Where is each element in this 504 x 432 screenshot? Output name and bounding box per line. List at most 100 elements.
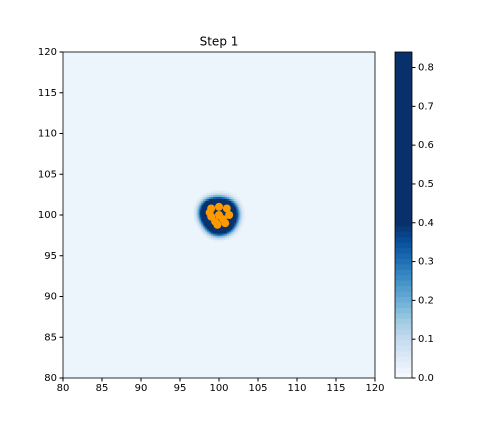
density-cell bbox=[228, 225, 231, 228]
density-cell bbox=[215, 210, 218, 214]
density-cell bbox=[228, 231, 231, 234]
colorbar-band bbox=[395, 339, 412, 346]
density-cell bbox=[203, 215, 206, 218]
scatter-point bbox=[215, 202, 223, 211]
density-cell bbox=[232, 198, 235, 202]
density-cell bbox=[224, 237, 228, 240]
density-cell bbox=[197, 206, 200, 210]
density-cell bbox=[232, 223, 235, 226]
x-tick-label: 105 bbox=[248, 383, 267, 394]
density-cell bbox=[197, 202, 200, 206]
colorbar-band bbox=[395, 100, 412, 107]
colorbar-band bbox=[395, 79, 412, 86]
density-cell bbox=[230, 217, 233, 220]
colorbar-tick-label: 0.2 bbox=[418, 295, 434, 306]
density-cell bbox=[219, 239, 222, 242]
density-cell bbox=[215, 237, 218, 240]
density-cell bbox=[242, 210, 245, 214]
density-cell bbox=[234, 229, 237, 232]
density-cell bbox=[193, 215, 196, 218]
density-cell bbox=[207, 194, 210, 197]
density-cell bbox=[211, 237, 214, 240]
density-cell bbox=[205, 194, 208, 197]
colorbar-band bbox=[395, 274, 412, 281]
density-cell bbox=[220, 202, 224, 206]
density-cell bbox=[215, 202, 218, 206]
density-cell bbox=[238, 219, 241, 222]
density-cell bbox=[203, 196, 206, 199]
density-cell bbox=[195, 212, 198, 216]
colorbar-band bbox=[395, 209, 412, 216]
density-cell bbox=[219, 196, 222, 199]
density-cell bbox=[234, 202, 237, 206]
colorbar-tick-label: 0.1 bbox=[418, 334, 434, 345]
colorbar-band bbox=[395, 111, 412, 118]
density-cell bbox=[240, 212, 243, 216]
density-cell bbox=[205, 200, 208, 204]
density-cell bbox=[213, 200, 216, 204]
density-cell bbox=[211, 227, 214, 230]
density-cell bbox=[209, 227, 212, 230]
density-cell bbox=[213, 231, 216, 234]
density-cell bbox=[220, 225, 224, 228]
density-cell bbox=[226, 192, 230, 195]
y-tick-label: 90 bbox=[44, 292, 57, 303]
density-cell bbox=[220, 229, 224, 232]
density-cell bbox=[217, 233, 220, 236]
colorbar-band bbox=[395, 193, 412, 200]
density-cell bbox=[199, 227, 202, 230]
colorbar-tick-label: 0.4 bbox=[418, 218, 434, 229]
density-cell bbox=[209, 202, 212, 206]
y-tick-label: 95 bbox=[44, 251, 57, 262]
colorbar-band bbox=[395, 356, 412, 363]
density-cell bbox=[242, 208, 245, 212]
colorbar-band bbox=[395, 90, 412, 96]
density-cell bbox=[217, 194, 220, 197]
density-cell bbox=[205, 235, 208, 238]
density-cell bbox=[236, 217, 239, 220]
density-cell bbox=[234, 215, 237, 218]
density-cell bbox=[205, 223, 208, 226]
density-cell bbox=[228, 219, 231, 222]
density-cell bbox=[234, 217, 237, 220]
density-cell bbox=[234, 212, 237, 216]
density-cell bbox=[209, 196, 212, 199]
density-cell bbox=[220, 237, 224, 240]
density-cell bbox=[203, 204, 206, 208]
colorbar-band bbox=[395, 323, 412, 330]
density-cell bbox=[228, 223, 231, 226]
colorbar-tick-label: 0.8 bbox=[418, 63, 434, 74]
y-tick-label: 80 bbox=[44, 373, 57, 384]
density-cell bbox=[219, 233, 222, 236]
colorbar-band bbox=[395, 225, 412, 232]
density-cell bbox=[224, 229, 228, 232]
density-cell bbox=[224, 190, 228, 193]
density-cell bbox=[209, 229, 212, 232]
density-cell bbox=[213, 233, 216, 236]
density-cell bbox=[215, 235, 218, 238]
density-cell bbox=[207, 233, 210, 236]
density-cell bbox=[203, 223, 206, 226]
colorbar-band bbox=[395, 95, 412, 102]
density-cell bbox=[209, 235, 212, 238]
density-cell bbox=[197, 198, 200, 202]
density-cell bbox=[232, 215, 235, 218]
colorbar-band bbox=[395, 247, 412, 254]
density-cell bbox=[213, 210, 216, 214]
x-tick-label: 115 bbox=[326, 383, 345, 394]
density-cell bbox=[226, 225, 230, 228]
density-cell bbox=[203, 206, 206, 210]
density-cell bbox=[205, 208, 208, 212]
colorbar-band bbox=[395, 312, 412, 319]
density-cell bbox=[240, 223, 243, 226]
density-cell bbox=[236, 212, 239, 216]
density-cell bbox=[230, 223, 233, 226]
colorbar-band bbox=[395, 62, 412, 69]
density-cell bbox=[224, 235, 228, 238]
density-cell bbox=[201, 225, 204, 228]
density-cell bbox=[238, 215, 241, 218]
density-cell bbox=[228, 196, 231, 199]
density-cell bbox=[226, 202, 230, 206]
colorbar-band bbox=[395, 269, 412, 276]
density-cell bbox=[234, 221, 237, 224]
